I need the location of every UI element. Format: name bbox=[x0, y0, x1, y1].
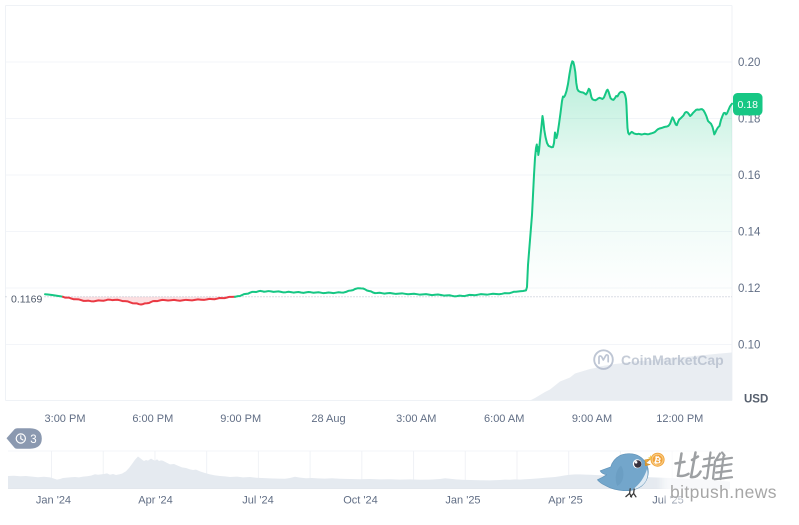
svg-text:Jul '24: Jul '24 bbox=[242, 495, 273, 507]
svg-text:6:00 AM: 6:00 AM bbox=[484, 413, 524, 425]
svg-text:9:00 AM: 9:00 AM bbox=[572, 413, 612, 425]
svg-text:CoinMarketCap: CoinMarketCap bbox=[621, 352, 724, 368]
svg-text:0.10: 0.10 bbox=[738, 340, 760, 352]
svg-text:3:00 PM: 3:00 PM bbox=[45, 413, 86, 425]
svg-text:Jan '24: Jan '24 bbox=[36, 495, 71, 507]
svg-text:0.18: 0.18 bbox=[737, 99, 758, 111]
svg-text:Apr '25: Apr '25 bbox=[548, 495, 583, 507]
svg-text:9:00 PM: 9:00 PM bbox=[220, 413, 261, 425]
svg-text:Oct '24: Oct '24 bbox=[343, 495, 378, 507]
svg-text:0.1169: 0.1169 bbox=[11, 294, 42, 306]
svg-text:0.20: 0.20 bbox=[738, 57, 760, 69]
svg-text:28 Aug: 28 Aug bbox=[311, 413, 345, 425]
svg-text:0.14: 0.14 bbox=[738, 227, 761, 239]
svg-text:3: 3 bbox=[30, 434, 36, 446]
svg-text:0.12: 0.12 bbox=[738, 283, 760, 295]
svg-text:0.16: 0.16 bbox=[738, 170, 760, 182]
svg-text:USD: USD bbox=[744, 394, 768, 406]
svg-text:12:00 PM: 12:00 PM bbox=[656, 413, 703, 425]
svg-text:Jan '25: Jan '25 bbox=[445, 495, 480, 507]
svg-text:bitpush.news: bitpush.news bbox=[670, 482, 777, 502]
svg-text:Apr '24: Apr '24 bbox=[138, 495, 173, 507]
svg-text:₿: ₿ bbox=[653, 455, 662, 466]
svg-text:6:00 PM: 6:00 PM bbox=[132, 413, 173, 425]
svg-text:3:00 AM: 3:00 AM bbox=[396, 413, 436, 425]
svg-text:0.18: 0.18 bbox=[738, 114, 760, 126]
